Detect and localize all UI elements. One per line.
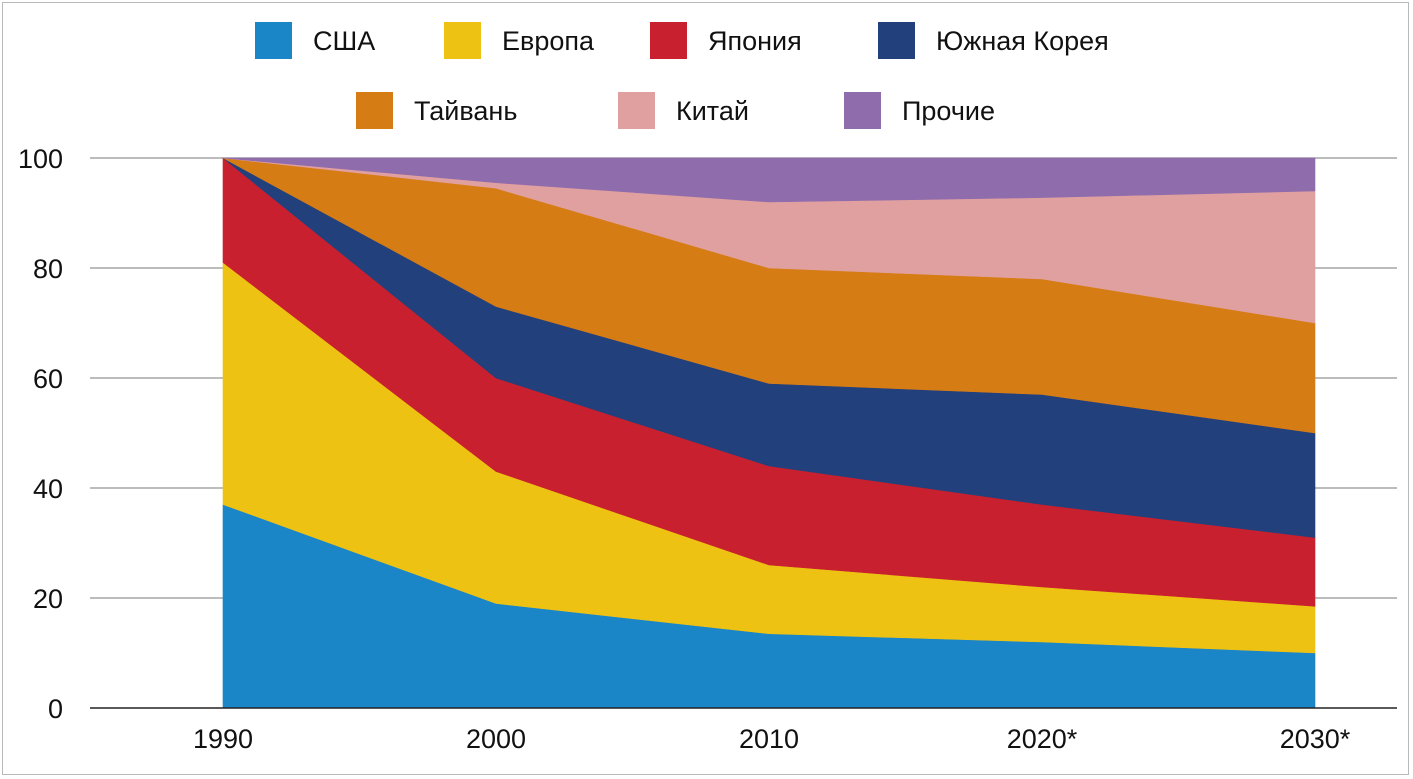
y-tick-label: 100	[18, 144, 63, 174]
y-tick-label: 20	[33, 584, 63, 614]
x-tick-label: 2000	[466, 724, 526, 754]
x-tick-label: 1990	[193, 724, 253, 754]
legend-swatch	[255, 22, 292, 59]
legend: США Европа Япония Южная Корея Тайвань Китай Пр…	[255, 22, 1109, 129]
legend-label: Тайвань	[414, 96, 517, 126]
y-tick-label: 60	[33, 364, 63, 394]
y-tick-label: 80	[33, 254, 63, 284]
y-tick-label: 0	[48, 694, 63, 724]
legend-swatch	[650, 22, 687, 59]
legend-label: Япония	[708, 26, 802, 56]
legend-label: Южная Корея	[936, 26, 1109, 56]
x-tick-label: 2020*	[1007, 724, 1078, 754]
x-axis-ticks: 1990 2000 2010 2020* 2030*	[193, 724, 1351, 754]
legend-label: Европа	[502, 26, 595, 56]
area-series	[90, 157, 1397, 709]
x-tick-label: 2030*	[1280, 724, 1351, 754]
legend-swatch	[356, 92, 393, 129]
y-tick-label: 40	[33, 474, 63, 504]
y-axis-ticks: 0 20 40 60 80 100	[18, 144, 63, 724]
legend-label: США	[313, 26, 375, 56]
x-tick-label: 2010	[739, 724, 799, 754]
legend-label: Прочие	[902, 96, 995, 126]
legend-swatch	[878, 22, 915, 59]
legend-label: Китай	[676, 96, 749, 126]
legend-swatch	[618, 92, 655, 129]
area-series-6	[222, 157, 1316, 203]
legend-swatch	[444, 22, 481, 59]
legend-swatch	[844, 92, 881, 129]
